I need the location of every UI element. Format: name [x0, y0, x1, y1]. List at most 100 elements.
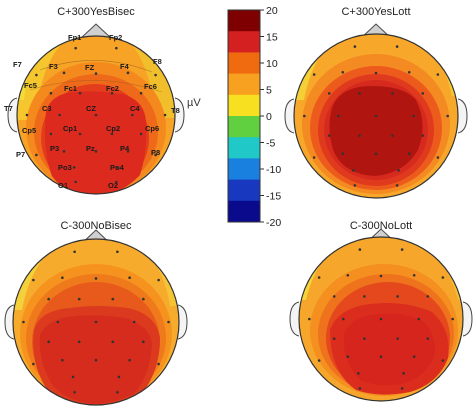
electrode-dot: [308, 317, 311, 321]
electrode-dot: [111, 297, 115, 301]
electrode-dot: [139, 132, 143, 136]
electrode-dot: [73, 250, 76, 254]
electrode-dot: [73, 390, 76, 394]
colorbar-segment: [228, 158, 260, 181]
electrode-dot: [358, 92, 361, 95]
topomap-c300nobisec: C-300NoBisec: [4, 220, 188, 406]
electrode-dot: [317, 276, 321, 279]
electrode-dot: [139, 91, 143, 95]
electrode-dot: [110, 91, 114, 95]
colorbar-gradient: [228, 10, 260, 223]
electrode-dot: [358, 248, 362, 251]
left-ear-icon: [289, 301, 300, 337]
colorbar-segment: [228, 73, 260, 96]
electrode-cz: CZ: [86, 104, 96, 113]
electrode-dot: [32, 278, 35, 282]
electrode-dot: [374, 71, 378, 75]
electrode-dot: [77, 340, 81, 344]
electrode-dot: [77, 297, 81, 301]
electrode-c4: C4: [130, 104, 140, 113]
colorbar-tick-label: 10: [266, 58, 278, 70]
electrode-dot: [336, 114, 340, 118]
colorbar-tick-label: 0: [266, 111, 272, 123]
colorbar-segment: [228, 52, 260, 75]
electrode-dot: [341, 152, 345, 156]
electrode-dot: [317, 359, 321, 362]
electrode-dot: [61, 276, 64, 280]
electrode-dot: [303, 114, 306, 118]
electrode-o2: O2: [108, 181, 118, 190]
electrode-dot: [74, 180, 77, 184]
electrode-fc6: Fc6: [144, 82, 157, 91]
electrode-dot: [402, 372, 405, 375]
electrode-dot: [167, 320, 170, 324]
colorbar-tick-label: -15: [266, 191, 281, 203]
electrode-cp1: Cp1: [63, 124, 77, 133]
electrode-f8: F8: [153, 57, 162, 66]
electrode-dot: [341, 317, 345, 321]
electrode-dot: [111, 340, 115, 344]
electrode-dot: [436, 73, 440, 76]
electrode-dot: [22, 320, 25, 324]
map-title: C+300YesLott: [341, 6, 410, 18]
colorbar-segment: [228, 137, 260, 159]
electrode-dot: [32, 362, 35, 366]
electrode-c3: C3: [42, 104, 52, 113]
map-title: C-300NoLott: [350, 220, 412, 232]
electrode-dot: [128, 358, 131, 362]
electrode-dot: [412, 114, 416, 118]
electrode-dot: [128, 276, 131, 280]
electrode-dot: [94, 150, 98, 153]
electrode-dot: [451, 317, 454, 321]
electrode-dot: [412, 355, 416, 359]
colorbar-tick-label: 15: [266, 32, 278, 44]
electrode-dot: [379, 317, 383, 321]
colorbar-segment: [228, 31, 260, 53]
colorbar-segment: [228, 10, 260, 32]
electrode-f3: F3: [49, 62, 58, 71]
topomap-c300nolott: C-300NoLott: [289, 220, 473, 402]
electrode-dot: [78, 132, 82, 136]
topomap-c300yeslott: C+300YesLott: [284, 6, 468, 199]
electrode-dot: [142, 340, 145, 344]
electrode-dot: [74, 46, 77, 50]
electrode-dot: [312, 156, 316, 159]
electrode-dot: [35, 73, 38, 77]
electrode-dot: [94, 358, 98, 362]
electrode-cp6: Cp6: [145, 124, 159, 133]
right-ear-icon: [462, 301, 473, 337]
electrode-dot: [115, 180, 118, 184]
electrode-fz: FZ: [85, 63, 95, 72]
electrode-dot: [374, 152, 378, 156]
electrode-dot: [346, 273, 350, 277]
electrode-dot: [71, 375, 75, 379]
electrode-dot: [312, 73, 316, 76]
electrode-dot: [47, 297, 50, 301]
electrode-dot: [154, 153, 157, 157]
electrode-dot: [421, 134, 425, 137]
electrode-dot: [353, 45, 357, 48]
electrode-dot: [352, 169, 355, 172]
electrode-dot: [142, 297, 145, 301]
electrode-dot: [441, 359, 445, 362]
electrode-dot: [407, 152, 411, 156]
electrode-dot: [395, 184, 399, 187]
colorbar-segment: [228, 116, 260, 138]
colorbar-unit-label: µV: [187, 97, 201, 109]
electrode-dot: [358, 134, 361, 137]
electrode-pz: Pz: [86, 144, 95, 153]
left-ear-icon: [4, 304, 15, 340]
electrode-dot: [426, 337, 430, 340]
electrode-dot: [396, 337, 399, 340]
electrode-dot: [346, 355, 350, 359]
electrode-dot: [421, 92, 425, 95]
electrode-dot: [332, 295, 336, 298]
electrode-dot: [47, 340, 50, 344]
electrode-dot: [62, 150, 66, 153]
electrode-dot: [78, 91, 82, 95]
electrode-dot: [49, 91, 53, 95]
electrode-dot: [116, 166, 120, 169]
electrode-p8: P8: [151, 148, 160, 157]
electrode-dot: [157, 362, 160, 366]
